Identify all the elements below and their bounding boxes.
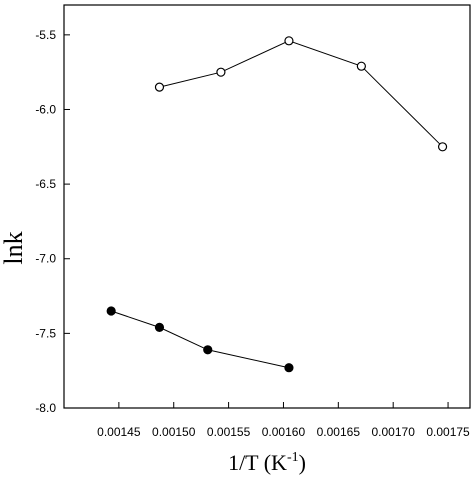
y-tick-label: -6.5 (35, 177, 56, 191)
x-axis-title-sup: -1 (287, 450, 299, 465)
series-1-point (284, 36, 294, 46)
series-2-point (203, 345, 213, 355)
x-tick-label: 0.00155 (207, 425, 251, 439)
series-1-point (154, 82, 165, 92)
series-2-point (284, 363, 294, 373)
x-tick-label: 0.00165 (317, 425, 361, 439)
x-tick-label: 0.00150 (152, 425, 196, 439)
series-2-line (111, 310, 290, 369)
x-tick-label: 0.00160 (262, 425, 306, 439)
series-1-point (356, 61, 366, 71)
x-tick-label: 0.00170 (371, 425, 415, 439)
series-1-point (216, 67, 226, 77)
x-tick-label: 0.00145 (97, 425, 141, 439)
y-tick-label: -6.0 (35, 102, 56, 116)
x-axis: 0.00145 0.00150 0.00155 0.00160 0.00165 0.001… (97, 402, 470, 439)
y-tick-label: -8.0 (35, 401, 56, 415)
x-axis-title-base: 1/T (K (228, 450, 287, 475)
series-markers (106, 36, 448, 373)
series-2-point (154, 322, 165, 332)
y-tick-label: -5.5 (35, 28, 56, 42)
series-1-point (437, 142, 448, 152)
y-tick-label: -7.0 (35, 252, 56, 266)
y-tick-label: -7.5 (35, 326, 56, 340)
series-2-point (106, 306, 116, 316)
x-tick-label: 0.00175 (426, 425, 470, 439)
x-axis-title: 1/T (K-1) (228, 450, 306, 475)
y-axis: -5.5 -6.0 -6.5 -7.0 -7.5 -8.0 (35, 28, 70, 415)
plot-frame (63, 4, 471, 409)
y-axis-title: lnk (0, 231, 28, 264)
x-axis-title-close: ) (299, 450, 306, 475)
series-1-line (159, 40, 443, 148)
